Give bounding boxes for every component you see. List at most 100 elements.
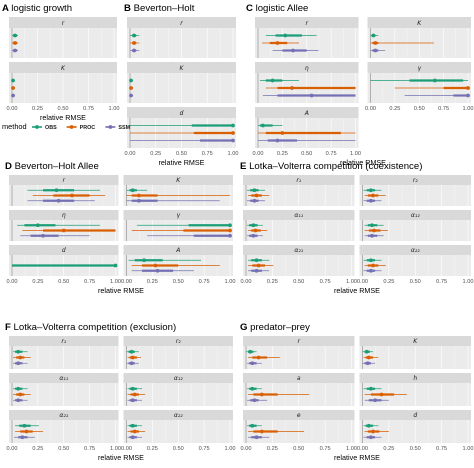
median-point-proc	[18, 392, 23, 397]
legend-item-obs: OBS	[45, 125, 57, 131]
median-point-proc	[259, 392, 264, 397]
panel-title: B Beverton–Holt	[124, 3, 195, 14]
x-tick-label: 0.75	[320, 446, 331, 452]
median-point-proc	[132, 429, 137, 434]
median-point-proc	[231, 131, 235, 135]
x-tick-label: 0.50	[58, 106, 69, 112]
facet-strip	[243, 373, 355, 383]
panel-title-text: Beverton–Holt	[134, 3, 195, 14]
x-tick-label: 1.00	[463, 446, 474, 452]
median-point-ssm	[11, 93, 15, 98]
facet-strip	[9, 210, 119, 220]
median-point-ssm	[129, 93, 133, 98]
facet-label: K	[413, 338, 418, 345]
legend-item-ssm: SSM	[118, 125, 130, 131]
x-tick-label: 0.75	[84, 446, 95, 452]
median-point-proc	[153, 263, 158, 268]
facet-label: α₁₂	[174, 375, 183, 382]
x-tick-label: 0.75	[202, 151, 213, 157]
median-point-obs	[13, 33, 17, 38]
facet-r₁: r₁	[243, 175, 355, 206]
median-point-ssm	[16, 361, 21, 366]
median-point-ssm	[250, 361, 255, 366]
facet-η: η	[255, 62, 359, 103]
median-point-ssm	[254, 435, 259, 440]
facet-strip	[359, 336, 471, 346]
median-point-proc	[256, 263, 261, 268]
x-tick-label: 0.00	[357, 446, 368, 452]
facet-strip	[127, 62, 236, 73]
panel-title: E Lotka–Volterra competition (coexistenc…	[240, 161, 422, 172]
x-tick-label: 0.75	[438, 106, 449, 112]
facet-η: η	[9, 210, 119, 241]
facet-label: γ	[417, 65, 421, 72]
x-tick-label: 0.50	[58, 279, 69, 285]
median-point-obs	[132, 33, 137, 38]
x-tick-label: 0.00	[125, 151, 136, 157]
panel-D: D Beverton–Holt Allee r Kη γ d 0.00 0.25 0.50 0.…	[5, 161, 235, 295]
median-point-proc	[253, 228, 258, 233]
median-point-ssm	[231, 138, 235, 143]
facet-K: K	[127, 62, 236, 103]
facet-strip	[9, 175, 119, 185]
facet-strip	[123, 210, 233, 220]
x-tick-label: 0.25	[389, 106, 400, 112]
facet-label: a	[297, 375, 301, 382]
panel-title-text: Beverton–Holt Allee	[15, 161, 99, 172]
median-point-obs	[371, 33, 376, 38]
facet-r: r	[243, 336, 355, 369]
facet-label: e	[297, 412, 301, 419]
x-tick-label: 0.00	[365, 106, 376, 112]
facet-label: α₁₁	[59, 375, 68, 382]
facet-a: a	[243, 373, 355, 406]
median-point-obs	[369, 188, 373, 193]
x-tick-label: 0.75	[83, 106, 94, 112]
facet-label: K	[176, 177, 181, 184]
median-point-proc	[373, 41, 378, 45]
facet-strip	[9, 336, 119, 346]
facet-label: r₁	[61, 338, 66, 345]
median-point-proc	[132, 392, 137, 397]
x-tick-label: 1.00	[109, 106, 120, 112]
panel-title-text: logistic growth	[11, 3, 72, 14]
facet-label: α₂₂	[174, 412, 183, 419]
facet-strip	[9, 62, 117, 73]
median-point-obs	[11, 78, 15, 83]
median-point-proc	[372, 228, 377, 233]
median-point-ssm	[466, 93, 470, 98]
median-point-ssm	[275, 138, 280, 143]
facet-A: A 0.00 0.25 0.50 0.75 1.00	[121, 245, 235, 285]
median-point-ssm	[309, 93, 314, 98]
x-tick-label: 0.00	[241, 446, 252, 452]
facet-strip	[9, 373, 119, 383]
median-point-proc	[371, 193, 375, 198]
median-point-obs	[130, 188, 135, 193]
median-point-ssm	[16, 398, 21, 403]
facet-α₁₂: α₁₂	[123, 373, 233, 406]
x-tick-label: 0.75	[199, 446, 210, 452]
panel-title-text: predator–prey	[250, 322, 310, 333]
facet-r: r	[255, 17, 359, 58]
median-point-proc	[18, 355, 23, 360]
median-point-proc	[129, 86, 133, 90]
median-point-obs	[260, 123, 265, 128]
median-point-obs	[130, 386, 135, 391]
x-tick-label: 0.25	[267, 279, 278, 285]
median-point-ssm	[365, 361, 370, 366]
median-point-ssm	[41, 233, 45, 238]
median-point-ssm	[251, 233, 256, 238]
facet-strip	[123, 373, 233, 383]
x-tick-label: 0.75	[436, 279, 447, 285]
facet-strip	[359, 410, 471, 420]
median-point-obs	[231, 123, 235, 128]
facet-label: α₂₁	[59, 412, 68, 419]
median-point-obs	[142, 258, 146, 263]
median-point-obs	[129, 349, 134, 354]
x-tick-label: 0.50	[176, 151, 187, 157]
legend-title: method	[2, 122, 27, 131]
median-point-ssm	[373, 398, 378, 403]
x-tick-label: 0.50	[414, 106, 425, 112]
median-point-proc	[130, 355, 135, 360]
facet-α₁₁: α₁₁	[243, 210, 355, 241]
facet-γ: γ 0.00 0.25 0.50 0.75 1.00	[365, 62, 473, 112]
